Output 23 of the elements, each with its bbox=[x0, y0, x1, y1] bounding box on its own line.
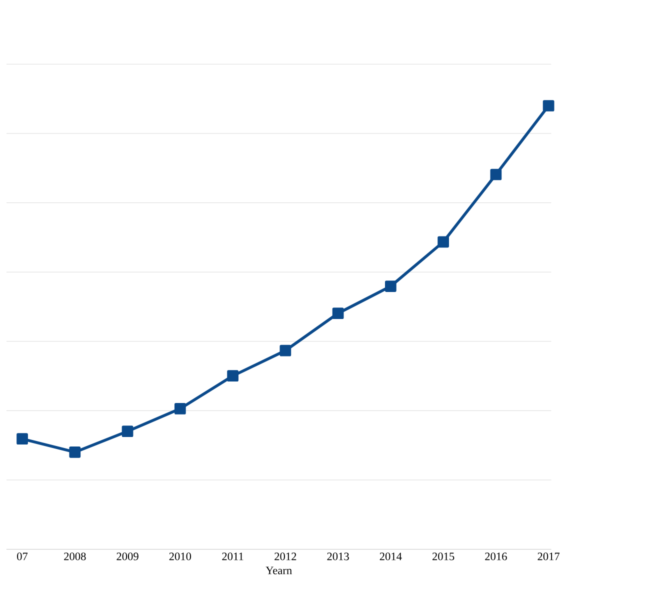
point bbox=[227, 370, 238, 382]
x-tick-label: 2009 bbox=[116, 552, 138, 560]
point bbox=[174, 402, 186, 414]
point bbox=[122, 426, 134, 437]
x-tick-label: 2015 bbox=[432, 552, 454, 560]
point bbox=[280, 344, 292, 356]
point bbox=[542, 100, 554, 112]
x-tick-label: 2017 bbox=[538, 552, 560, 560]
x-tick-label: 2013 bbox=[327, 552, 349, 560]
x-tick-label: 2012 bbox=[274, 552, 296, 560]
point bbox=[438, 236, 449, 248]
x-tick-label: 2016 bbox=[485, 552, 507, 560]
point bbox=[16, 433, 28, 444]
x-axis-title: Yearn bbox=[266, 566, 292, 574]
x-tick-label: 07 bbox=[17, 552, 28, 560]
x-tick-label: 2011 bbox=[222, 552, 244, 560]
point bbox=[384, 280, 396, 292]
point bbox=[490, 168, 502, 180]
point bbox=[69, 446, 81, 458]
point bbox=[332, 308, 344, 319]
x-tick-label: 2008 bbox=[64, 552, 86, 560]
x-tick-label: 2014 bbox=[380, 552, 402, 560]
x-tick-label: 2010 bbox=[169, 552, 192, 560]
